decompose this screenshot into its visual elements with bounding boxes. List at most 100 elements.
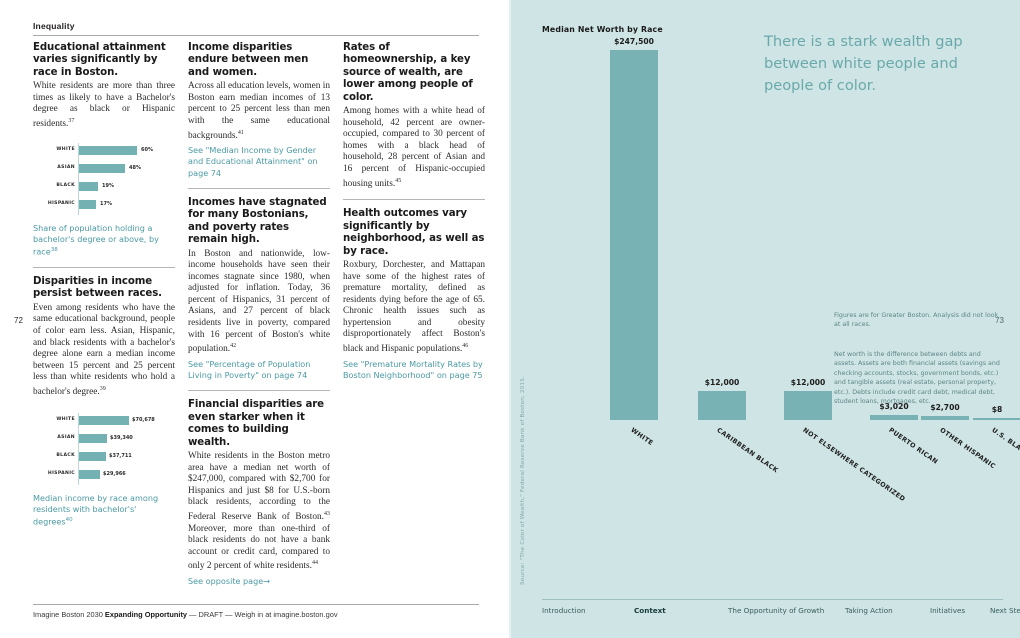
bar-value: $29,966 bbox=[103, 470, 126, 477]
cross-reference-link-median-income[interactable]: See "Median Income by Gender and Educati… bbox=[188, 145, 318, 178]
bar-value: $3,020 bbox=[879, 402, 909, 411]
bar-label: OTHER HISPANIC bbox=[938, 426, 998, 471]
bar-value: 48% bbox=[129, 164, 141, 171]
footer-prefix: Imagine Boston 2030 bbox=[33, 610, 105, 619]
bar-value: 19% bbox=[102, 182, 114, 189]
caption-text: Median income by race among residents wi… bbox=[33, 492, 159, 527]
bar-label: WHITE bbox=[629, 426, 655, 448]
chart-row: HISPANIC 17% bbox=[33, 199, 175, 210]
footnote-marker: 42 bbox=[230, 343, 237, 350]
bar-shape bbox=[79, 181, 98, 191]
text-columns: Educational attainment varies significan… bbox=[33, 42, 489, 586]
section-divider bbox=[188, 187, 330, 189]
page-number-left: 72 bbox=[14, 316, 23, 325]
cross-reference-link-opposite-page[interactable]: See opposite page→ bbox=[188, 576, 271, 587]
footer-suffix: — DRAFT — Weigh in at imagine.boston.gov bbox=[187, 610, 338, 619]
heading-incomes-stagnated: Incomes have stagnated for many Bostonia… bbox=[188, 196, 327, 246]
chart-median-net-worth-by-race: $247,500 WHITE $12,000 CARIBBEAN BLACK $… bbox=[585, 37, 1020, 550]
chart-row: WHITE $70,678 bbox=[33, 415, 175, 426]
paragraph-text: Roxbury, Dorchester, and Mattapan have s… bbox=[343, 259, 485, 355]
bar-label: HISPANIC bbox=[47, 470, 75, 476]
heading-homeownership: Rates of homeownership, a key source of … bbox=[343, 42, 473, 103]
footnote-marker: 41 bbox=[237, 129, 244, 136]
bar-value: $37,711 bbox=[109, 452, 132, 459]
footnote-marker: 44 bbox=[311, 560, 318, 567]
chart-median-income-by-race: WHITE $70,678 ASIAN $39,340 BLACK $37,71… bbox=[33, 412, 175, 487]
bar-shape bbox=[79, 163, 125, 173]
bar-shape bbox=[79, 145, 137, 155]
figure-note-net-worth-definition: Net worth is the difference between debt… bbox=[834, 351, 1000, 406]
chart-caption-1: Share of population holding a bachelor's… bbox=[33, 223, 175, 258]
nav-item-taking-action[interactable]: Taking Action bbox=[845, 606, 893, 615]
left-page: Inequality 72 Educational attainment var… bbox=[14, 21, 489, 619]
bar-label: ASIAN bbox=[57, 434, 75, 440]
section-divider bbox=[33, 266, 175, 268]
figure-note-greater-boston: Figures are for Greater Boston. Analysis… bbox=[834, 312, 999, 329]
bar-label: NOT ELSEWHERE CATEGORIZED bbox=[801, 426, 907, 504]
bar-shape bbox=[79, 415, 129, 425]
pull-quote: There is a stark wealth gap between whit… bbox=[764, 33, 963, 94]
footnote-marker: 46 bbox=[462, 343, 469, 350]
figure-title: Median Net Worth by Race bbox=[542, 25, 663, 34]
bar-shape bbox=[79, 199, 96, 209]
paragraph-income-disparities: Even among residents who have the same e… bbox=[33, 303, 175, 399]
chart-caption-2: Median income by race among residents wi… bbox=[33, 493, 175, 528]
bar-value: $39,340 bbox=[110, 434, 133, 441]
bar-shape bbox=[870, 415, 918, 420]
bar-label: BLACK bbox=[56, 452, 75, 458]
bar-value: 60% bbox=[141, 146, 153, 153]
caption-text: Share of population holding a bachelor's… bbox=[33, 222, 159, 257]
bar-shape bbox=[79, 433, 107, 443]
bar-label: PUERTO RICAN bbox=[887, 426, 940, 466]
heading-income-disparities: Disparities in income persist between ra… bbox=[33, 275, 162, 300]
section-nav: Introduction Context The Opportunity of … bbox=[542, 606, 1020, 620]
chart-row: WHITE 60% bbox=[33, 145, 175, 156]
heading-income-gender: Income disparities endure between men an… bbox=[188, 42, 309, 78]
section-divider bbox=[343, 199, 485, 201]
figure-source-vertical: Source: "The Color of Wealth," Federal R… bbox=[520, 376, 526, 585]
paragraph-educational-attainment: White residents are more than three time… bbox=[33, 81, 175, 130]
nav-item-opportunity-of-growth[interactable]: The Opportunity of Growth bbox=[728, 606, 825, 615]
column-2: Income disparities endure between men an… bbox=[188, 42, 330, 587]
chart-row: BLACK 19% bbox=[33, 181, 175, 192]
bar-value: $8 bbox=[991, 405, 1003, 414]
nav-item-context[interactable]: Context bbox=[634, 606, 666, 615]
bar-shape bbox=[79, 451, 106, 461]
bar-value: $70,678 bbox=[132, 416, 155, 423]
nav-item-introduction[interactable]: Introduction bbox=[542, 606, 586, 615]
paragraph-income-gender: Across all education levels, women in Bo… bbox=[188, 81, 330, 142]
nav-item-initiatives[interactable]: Initiatives bbox=[930, 606, 966, 615]
paragraph-financial-disparities: White residents in the Boston metro area… bbox=[188, 451, 330, 573]
nav-rule bbox=[542, 599, 1003, 600]
chart-bachelors-degree-by-race: WHITE 60% ASIAN 48% BLACK 19% bbox=[33, 142, 175, 217]
nav-item-next-steps[interactable]: Next Steps bbox=[990, 606, 1020, 615]
chart-row: BLACK $37,711 bbox=[33, 451, 175, 462]
bar-value: $12,000 bbox=[704, 378, 740, 387]
paragraph-homeownership: Among homes with a white head of househo… bbox=[343, 106, 485, 190]
chart-column: $2,700 OTHER HISPANIC bbox=[921, 20, 997, 470]
footer-text: Imagine Boston 2030 Expanding Opportunit… bbox=[33, 610, 338, 619]
cross-reference-link-mortality[interactable]: See "Premature Mortality Rates by Boston… bbox=[343, 358, 483, 380]
footnote-marker: 43 bbox=[324, 510, 330, 517]
right-page: Median Net Worth by Race There is a star… bbox=[511, 0, 1020, 638]
column-1: Educational attainment varies significan… bbox=[33, 42, 175, 528]
bar-value: $2,700 bbox=[930, 403, 960, 412]
paragraph-health-outcomes: Roxbury, Dorchester, and Mattapan have s… bbox=[343, 260, 485, 356]
bar-label: ASIAN bbox=[57, 164, 75, 170]
running-head: Inequality bbox=[33, 21, 75, 31]
bar-label: HISPANIC bbox=[47, 200, 75, 206]
heading-financial-disparities: Financial disparities are even starker w… bbox=[188, 399, 324, 448]
paragraph-text: White residents are more than three time… bbox=[33, 81, 175, 130]
page-number-right: 73 bbox=[995, 316, 1004, 325]
header-rule bbox=[33, 35, 479, 36]
cross-reference-link-poverty[interactable]: See "Percentage of Population Living in … bbox=[188, 358, 311, 381]
chart-column: $247,500 WHITE bbox=[610, 20, 658, 447]
bar-label: WHITE bbox=[56, 416, 75, 422]
heading-educational-attainment: Educational attainment varies significan… bbox=[33, 42, 166, 78]
chart-row: ASIAN 48% bbox=[33, 163, 175, 174]
paragraph-text: In Boston and nationwide, low-income hou… bbox=[188, 248, 330, 355]
footer-title: Expanding Opportunity bbox=[104, 610, 188, 619]
bar-shape bbox=[610, 50, 658, 420]
chart-column: $12,000 NOT ELSEWHERE CATEGORIZED bbox=[784, 20, 907, 503]
